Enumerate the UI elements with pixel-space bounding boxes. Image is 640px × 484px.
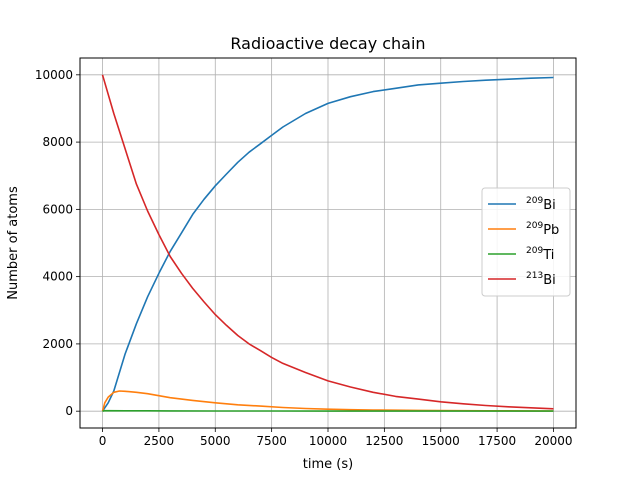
y-tick-label: 0 [65,404,73,418]
legend-label: 209Pb [526,221,559,238]
y-tick-label: 8000 [42,135,73,149]
x-tick-label: 17500 [478,434,516,448]
x-tick-label: 10000 [309,434,347,448]
x-tick-label: 5000 [200,434,231,448]
legend-label: 209Bi [526,196,556,213]
y-tick-label: 6000 [42,202,73,216]
x-axis-ticks: 0 2500 5000 7500 10000 12500 15000 17500 20000 [99,428,573,448]
legend-label: 209Ti [526,246,554,263]
y-tick-label: 10000 [35,68,73,82]
x-tick-label: 7500 [256,434,287,448]
legend-label: 213Bi [526,271,556,288]
series-line-213Bi [101,74,554,410]
y-tick-label: 2000 [42,337,73,351]
y-axis-label: Number of atoms [6,186,21,300]
x-tick-label: 15000 [422,434,460,448]
series-line-209Bi [101,76,554,412]
x-tick-label: 0 [99,434,107,448]
series-lines [101,74,554,412]
chart-title: Radioactive decay chain [230,34,425,53]
x-tick-label: 20000 [534,434,572,448]
x-tick-label: 12500 [365,434,403,448]
x-axis-label: time (s) [303,457,353,472]
legend: 209Bi 209Pb 209Ti 213Bi [481,187,571,297]
y-axis-ticks: 0 2000 4000 6000 8000 10000 [35,68,80,418]
x-tick-label: 2500 [144,434,175,448]
y-tick-label: 4000 [42,270,73,284]
series-line-209Ti [102,409,554,412]
legend-frame [481,187,571,297]
